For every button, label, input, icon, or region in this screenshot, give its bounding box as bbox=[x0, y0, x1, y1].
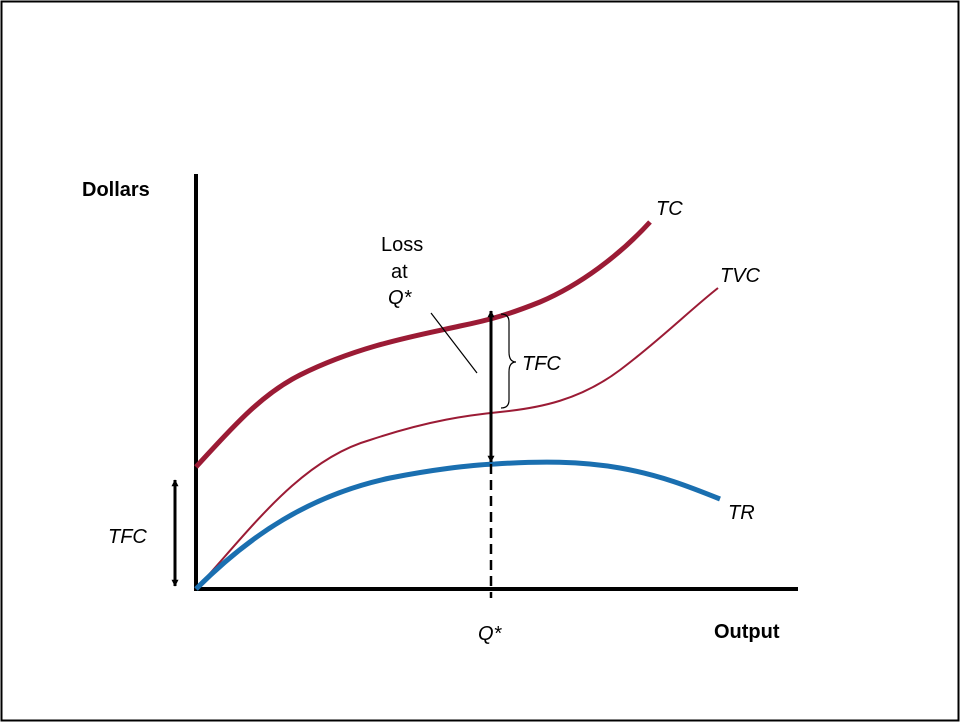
tfc-right-label: TFC bbox=[522, 353, 561, 375]
tvc-curve bbox=[195, 287, 719, 590]
y-axis-label: Dollars bbox=[82, 179, 150, 201]
tr-curve-label: TR bbox=[728, 502, 755, 524]
tc-curve bbox=[194, 220, 652, 469]
x-axis-label: Output bbox=[714, 621, 780, 643]
tfc-left-label: TFC bbox=[108, 526, 147, 548]
loss-label-line1: Loss bbox=[381, 234, 423, 256]
tvc-curve-label: TVC bbox=[720, 265, 761, 287]
tfc-right-brace bbox=[500, 313, 517, 409]
loss-leader-line bbox=[430, 312, 478, 374]
q-star-label: Q* bbox=[478, 623, 503, 645]
loss-label-line2: at bbox=[391, 261, 408, 283]
tc-curve-label: TC bbox=[656, 198, 683, 220]
loss-label-line3: Q* bbox=[388, 287, 413, 309]
tr-curve bbox=[194, 459, 721, 591]
